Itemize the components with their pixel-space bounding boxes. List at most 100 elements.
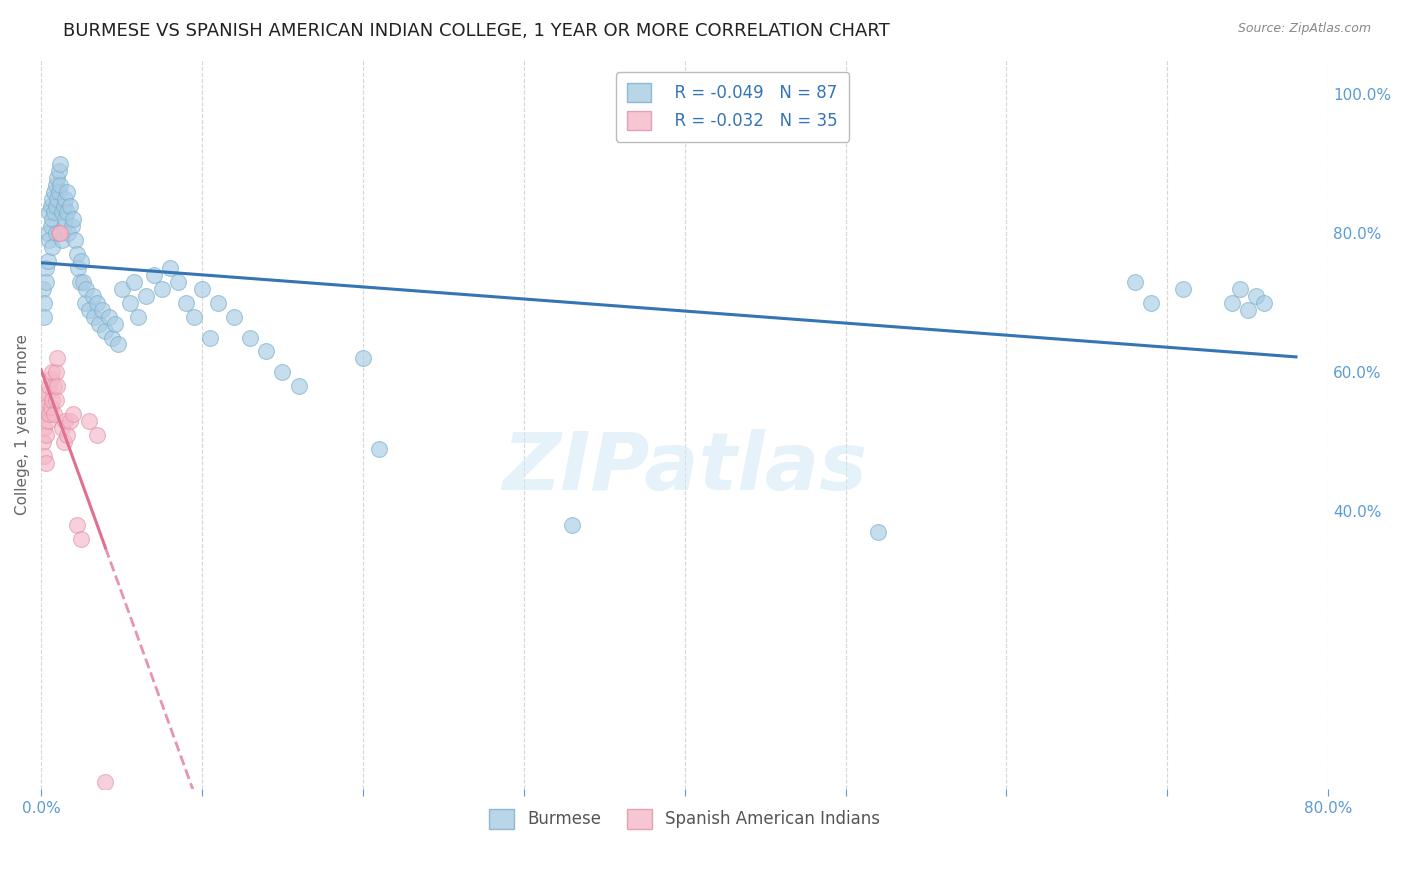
- Point: [70, 532, 93, 546]
- Point: [62, 407, 84, 421]
- Point: [352, 351, 374, 366]
- Point: [135, 289, 157, 303]
- Point: [127, 310, 149, 324]
- Point: [45, 198, 67, 212]
- Point: [48, 163, 70, 178]
- Point: [38, 233, 60, 247]
- Point: [83, 310, 105, 324]
- Point: [34, 295, 56, 310]
- Point: [207, 295, 229, 310]
- Point: [35, 400, 58, 414]
- Point: [56, 185, 79, 199]
- Point: [183, 310, 205, 324]
- Point: [368, 442, 391, 456]
- Point: [42, 205, 65, 219]
- Point: [46, 192, 69, 206]
- Point: [41, 212, 63, 227]
- Point: [287, 379, 309, 393]
- Point: [41, 192, 63, 206]
- Point: [46, 351, 69, 366]
- Point: [34, 310, 56, 324]
- Point: [67, 261, 90, 276]
- Point: [1140, 295, 1163, 310]
- Point: [79, 414, 101, 428]
- Point: [38, 407, 60, 421]
- Point: [94, 775, 117, 789]
- Point: [45, 178, 67, 192]
- Point: [52, 219, 75, 234]
- Point: [48, 185, 70, 199]
- Point: [198, 330, 221, 344]
- Point: [94, 324, 117, 338]
- Point: [107, 337, 129, 351]
- Point: [51, 421, 73, 435]
- Point: [35, 261, 58, 276]
- Point: [53, 212, 76, 227]
- Point: [51, 233, 73, 247]
- Point: [53, 414, 76, 428]
- Point: [239, 330, 262, 344]
- Point: [39, 400, 62, 414]
- Point: [224, 310, 246, 324]
- Point: [37, 414, 59, 428]
- Point: [35, 275, 58, 289]
- Point: [39, 198, 62, 212]
- Point: [39, 372, 62, 386]
- Point: [79, 302, 101, 317]
- Point: [124, 275, 146, 289]
- Point: [48, 227, 70, 241]
- Point: [97, 310, 120, 324]
- Point: [191, 282, 214, 296]
- Point: [41, 365, 63, 379]
- Point: [38, 379, 60, 393]
- Y-axis label: College, 1 year or more: College, 1 year or more: [15, 334, 30, 515]
- Point: [866, 525, 889, 540]
- Point: [42, 185, 65, 199]
- Point: [53, 192, 76, 206]
- Point: [63, 233, 86, 247]
- Point: [110, 282, 132, 296]
- Point: [150, 282, 173, 296]
- Point: [56, 205, 79, 219]
- Point: [65, 518, 87, 533]
- Point: [39, 219, 62, 234]
- Point: [87, 317, 110, 331]
- Point: [31, 282, 53, 296]
- Point: [52, 198, 75, 212]
- Point: [104, 317, 127, 331]
- Point: [49, 178, 72, 192]
- Point: [34, 449, 56, 463]
- Point: [35, 427, 58, 442]
- Point: [174, 295, 197, 310]
- Point: [166, 275, 188, 289]
- Point: [58, 227, 80, 241]
- Point: [41, 393, 63, 408]
- Point: [142, 268, 165, 282]
- Point: [46, 170, 69, 185]
- Point: [254, 344, 277, 359]
- Point: [34, 421, 56, 435]
- Point: [91, 302, 114, 317]
- Point: [52, 434, 75, 449]
- Point: [65, 247, 87, 261]
- Point: [1229, 282, 1251, 296]
- Point: [1220, 295, 1243, 310]
- Point: [59, 198, 82, 212]
- Point: [1244, 289, 1267, 303]
- Point: [46, 379, 69, 393]
- Point: [35, 456, 58, 470]
- Point: [38, 205, 60, 219]
- Point: [1123, 275, 1146, 289]
- Point: [51, 205, 73, 219]
- Point: [271, 365, 294, 379]
- Point: [69, 275, 91, 289]
- Point: [31, 407, 53, 421]
- Point: [73, 295, 96, 310]
- Point: [45, 393, 67, 408]
- Legend: Burmese, Spanish American Indians: Burmese, Spanish American Indians: [482, 802, 887, 836]
- Text: ZIPatlas: ZIPatlas: [502, 429, 868, 508]
- Point: [82, 289, 104, 303]
- Point: [56, 427, 79, 442]
- Point: [62, 212, 84, 227]
- Point: [86, 427, 108, 442]
